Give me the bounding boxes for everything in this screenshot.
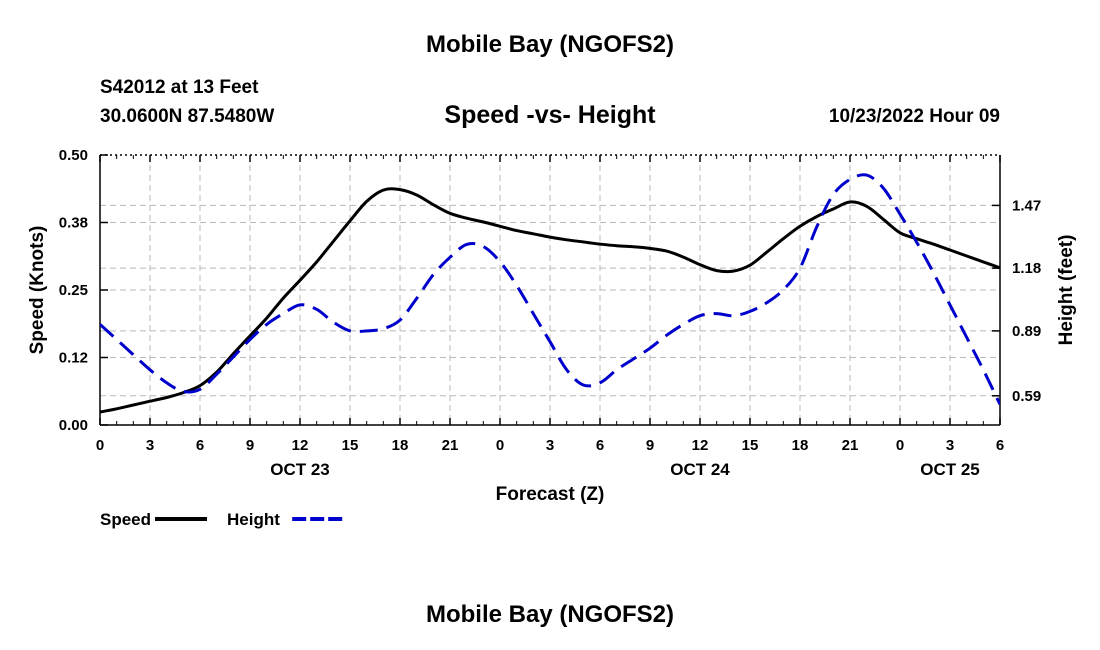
y-tick-label: 0.00	[59, 417, 88, 434]
x-tick-label: 0	[496, 437, 504, 454]
y-axis-title: Speed (Knots)	[27, 226, 48, 355]
x-tick-label: 3	[146, 437, 154, 454]
y2-axis-title: Height (feet)	[1056, 235, 1077, 346]
x-tick-label: 6	[996, 437, 1004, 454]
date-label: OCT 23	[270, 460, 330, 479]
x-tick-label: 12	[692, 437, 709, 454]
legend-label-height: Height	[227, 510, 280, 529]
station-coordinates: 30.0600N 87.5480W	[100, 106, 275, 127]
x-tick-label: 0	[896, 437, 904, 454]
x-tick-label: 3	[946, 437, 954, 454]
y-tick-label: 0.38	[59, 215, 88, 232]
x-tick-label: 9	[246, 437, 254, 454]
y-tick-label: 0.50	[59, 147, 88, 164]
footer-title: Mobile Bay (NGOFS2)	[425, 601, 675, 628]
x-tick-label: 6	[196, 437, 204, 454]
y-tick-label: 0.25	[59, 282, 88, 299]
series-line-speed	[100, 187, 1000, 414]
forecast-datetime: 10/23/2022 Hour 09	[828, 106, 1000, 127]
y2-tick-label: 0.89	[1012, 323, 1041, 340]
series-line-height	[100, 173, 1000, 406]
chart-subtitle: Speed -vs- Height	[444, 101, 656, 129]
y2-tick-label: 0.59	[1012, 388, 1041, 405]
y2-tick-label: 1.47	[1012, 197, 1041, 214]
page-title: Mobile Bay (NGOFS2)	[425, 31, 675, 58]
x-tick-label: 15	[742, 437, 759, 454]
x-tick-label: 21	[842, 437, 859, 454]
x-tick-label: 9	[646, 437, 654, 454]
x-tick-label: 21	[442, 437, 459, 454]
x-tick-label: 3	[546, 437, 554, 454]
x-tick-label: 15	[342, 437, 359, 454]
x-tick-label: 12	[292, 437, 309, 454]
x-tick-label: 6	[596, 437, 604, 454]
station-name: S42012 at 13 Feet	[100, 77, 259, 98]
legend-label-speed: Speed	[100, 510, 151, 529]
x-tick-label: 18	[392, 437, 409, 454]
x-tick-label: 0	[96, 437, 104, 454]
date-label: OCT 24	[670, 460, 730, 479]
date-label: OCT 25	[920, 460, 980, 479]
x-axis-title: Forecast (Z)	[496, 484, 605, 505]
y-tick-label: 0.12	[59, 350, 88, 367]
x-tick-label: 18	[792, 437, 809, 454]
y2-tick-label: 1.18	[1012, 260, 1041, 277]
